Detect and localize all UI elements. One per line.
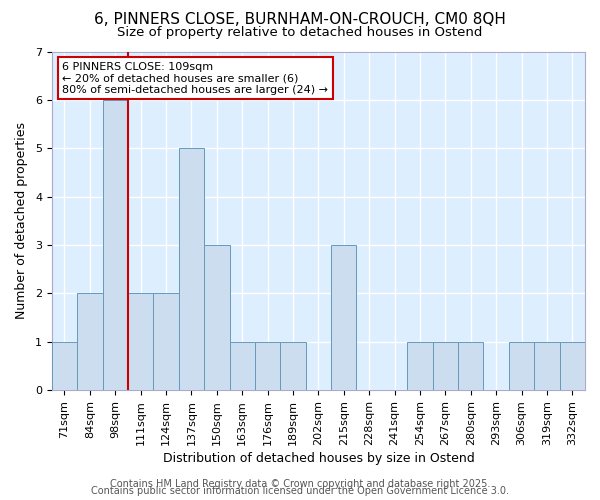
- Bar: [255, 342, 280, 390]
- Bar: [52, 342, 77, 390]
- X-axis label: Distribution of detached houses by size in Ostend: Distribution of detached houses by size …: [163, 452, 474, 465]
- Bar: [509, 342, 534, 390]
- Bar: [433, 342, 458, 390]
- Bar: [560, 342, 585, 390]
- Y-axis label: Number of detached properties: Number of detached properties: [15, 122, 28, 320]
- Bar: [204, 245, 230, 390]
- Bar: [230, 342, 255, 390]
- Text: 6 PINNERS CLOSE: 109sqm
← 20% of detached houses are smaller (6)
80% of semi-det: 6 PINNERS CLOSE: 109sqm ← 20% of detache…: [62, 62, 328, 95]
- Bar: [103, 100, 128, 390]
- Bar: [407, 342, 433, 390]
- Bar: [128, 294, 154, 390]
- Bar: [179, 148, 204, 390]
- Bar: [280, 342, 306, 390]
- Bar: [154, 294, 179, 390]
- Text: Size of property relative to detached houses in Ostend: Size of property relative to detached ho…: [118, 26, 482, 39]
- Text: Contains HM Land Registry data © Crown copyright and database right 2025.: Contains HM Land Registry data © Crown c…: [110, 479, 490, 489]
- Bar: [534, 342, 560, 390]
- Bar: [77, 294, 103, 390]
- Text: 6, PINNERS CLOSE, BURNHAM-ON-CROUCH, CM0 8QH: 6, PINNERS CLOSE, BURNHAM-ON-CROUCH, CM0…: [94, 12, 506, 28]
- Bar: [331, 245, 356, 390]
- Text: Contains public sector information licensed under the Open Government Licence 3.: Contains public sector information licen…: [91, 486, 509, 496]
- Bar: [458, 342, 484, 390]
